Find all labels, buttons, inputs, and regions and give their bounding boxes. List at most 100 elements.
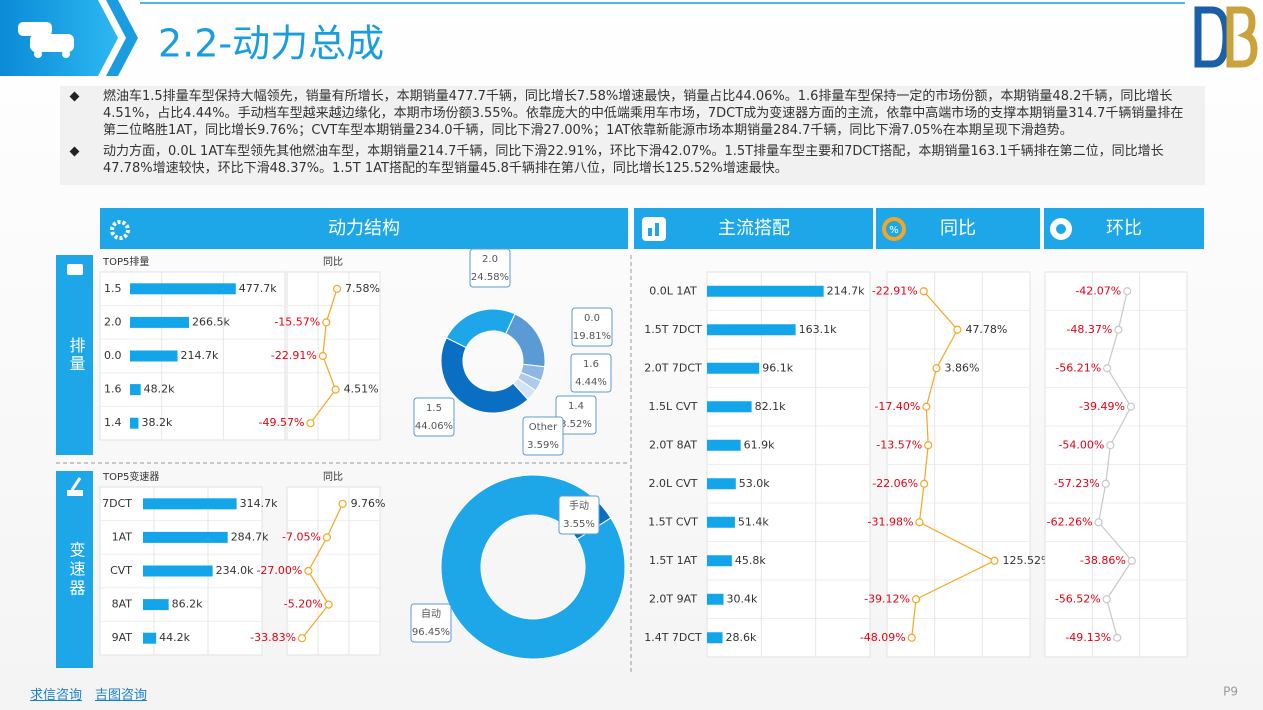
callout-category: 1.5 — [426, 403, 442, 414]
marker — [924, 441, 933, 450]
callout-box — [570, 353, 612, 393]
marker — [920, 479, 929, 488]
bullet-text: 动力方面，0.0L 1AT车型领先其他燃油车型，本期销量214.7千辆，同比下滑… — [103, 144, 1164, 176]
category-label: CVT — [110, 564, 132, 577]
value-label: 266.5k — [192, 315, 230, 328]
marker — [907, 633, 916, 642]
value-label: -22.91% — [271, 349, 317, 362]
value-label: 4.51% — [344, 383, 379, 396]
value-label: 284.7k — [231, 530, 269, 543]
category-label: 2.0T 9AT — [649, 592, 697, 605]
callout-value: 19.81% — [573, 331, 611, 342]
value-label: 214.7k — [827, 284, 865, 297]
bar — [143, 632, 157, 644]
callout-box — [571, 307, 613, 347]
callout-value: 4.44% — [575, 377, 607, 388]
category-label: 1.5T 7DCT — [644, 323, 702, 336]
footer-link[interactable]: 吉图咨询 — [95, 688, 148, 703]
percent-icon-text: % — [889, 225, 899, 236]
value-label: -7.05% — [282, 530, 321, 543]
callout-box — [555, 395, 597, 435]
value-label: 125.52% — [1002, 554, 1051, 567]
value-label: 38.2k — [141, 416, 172, 429]
car-icon — [18, 22, 74, 58]
marker — [1094, 518, 1103, 527]
bar — [707, 555, 732, 567]
bar — [707, 401, 752, 413]
value-label: -31.98% — [868, 515, 914, 528]
category-label: 9AT — [112, 631, 133, 644]
callout-category: 手动 — [569, 499, 589, 512]
marker — [1113, 633, 1122, 642]
category-label: 1.5 — [104, 282, 122, 295]
marker — [1127, 556, 1136, 565]
marker — [915, 518, 924, 527]
value-label: -22.06% — [872, 477, 918, 490]
marker — [318, 351, 327, 361]
value-label: -33.83% — [250, 631, 296, 644]
marker — [338, 499, 347, 508]
value-label: 47.78% — [965, 323, 1007, 336]
bullet-diamond — [69, 91, 80, 102]
marker — [953, 325, 962, 334]
footer-link[interactable]: 求信咨询 — [30, 688, 83, 703]
bar — [143, 565, 213, 577]
value-label: 44.2k — [159, 631, 190, 644]
bar — [707, 478, 736, 490]
callout-box — [558, 495, 600, 535]
category-label: 1.4T 7DCT — [644, 631, 702, 644]
category-label: 2.0 — [104, 315, 122, 328]
donut-segment — [445, 308, 516, 349]
value-label: 45.8k — [735, 554, 766, 567]
value-label: 96.1k — [762, 361, 793, 374]
bar — [130, 417, 139, 429]
gear-lever-icon — [70, 477, 82, 491]
gear-lever-icon — [67, 490, 83, 496]
marker — [1103, 364, 1112, 373]
chart-title: TOP5变速器 — [102, 470, 159, 483]
chart-icon — [655, 223, 659, 236]
value-label: 86.2k — [172, 598, 203, 611]
bar — [130, 350, 178, 362]
header-chevron — [106, 0, 138, 76]
side-label: 排量 — [67, 337, 86, 373]
callout-box — [410, 603, 452, 643]
value-label: 163.1k — [799, 323, 837, 336]
bar — [130, 283, 236, 295]
callout-category: 1.4 — [568, 401, 584, 412]
marker — [1101, 479, 1110, 488]
chart-title: 同比 — [323, 256, 343, 268]
marker — [332, 284, 342, 293]
bar — [143, 599, 169, 611]
marker — [306, 419, 315, 428]
callout-value: 44.06% — [415, 421, 453, 432]
category-label: 1.6 — [104, 383, 122, 396]
bar — [707, 324, 796, 336]
value-label: 30.4k — [727, 592, 758, 605]
value-label: -39.12% — [864, 592, 910, 605]
bullet: 燃油车1.5排量车型保持大幅领先，销量有所增长，本期销量477.7千辆，同比增长… — [60, 88, 1205, 143]
bar — [143, 498, 237, 510]
category-label: 2.0T 7DCT — [644, 361, 702, 374]
category-label: 2.0L CVT — [648, 477, 697, 490]
marker — [331, 385, 340, 394]
value-label: -22.91% — [872, 284, 918, 297]
value-label: 51.4k — [738, 515, 769, 528]
value-label: -15.57% — [274, 315, 320, 328]
category-label: 2.0T 8AT — [649, 438, 697, 451]
category-label: 1.4 — [104, 416, 122, 429]
marker — [1123, 287, 1132, 296]
ring-icon — [1056, 224, 1066, 234]
callout-category: 0.0 — [584, 313, 600, 324]
plot-area — [286, 486, 381, 656]
marker — [922, 402, 931, 411]
value-label: -49.13% — [1065, 631, 1111, 644]
line — [1097, 291, 1133, 638]
category-label: 0.0 — [104, 349, 122, 362]
marker — [324, 600, 333, 609]
bar — [707, 439, 741, 451]
callout-value: 96.45% — [412, 627, 450, 638]
panel-title: 动力结构 — [328, 218, 400, 239]
